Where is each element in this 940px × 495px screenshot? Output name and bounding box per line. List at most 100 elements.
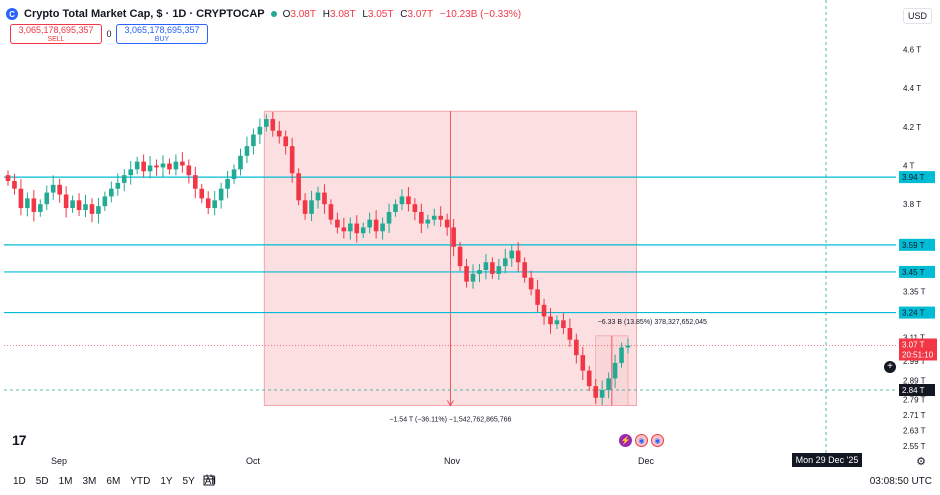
crosshair-date-label: Mon 29 Dec '25 xyxy=(792,453,862,467)
candle-body xyxy=(121,175,127,183)
price-tick-9: 2.79 T xyxy=(903,396,926,405)
candle-body xyxy=(63,194,69,209)
candle-body xyxy=(96,206,101,214)
candle-body xyxy=(257,126,263,135)
candle-body xyxy=(360,227,366,234)
time-tick-3: Dec xyxy=(638,456,655,466)
candle-body xyxy=(115,182,121,189)
candle-body xyxy=(37,204,43,212)
candle-body xyxy=(160,163,166,168)
gear-icon[interactable]: ⚙ xyxy=(916,456,926,468)
measure-arrow-head xyxy=(447,400,454,407)
price-tick-2: 4.2 T xyxy=(903,123,921,132)
candle-body xyxy=(167,163,172,170)
calendar-icon[interactable] xyxy=(203,474,215,486)
utc-clock[interactable]: 03:08:50 UTC xyxy=(869,476,932,487)
range-5d[interactable]: 5D xyxy=(35,476,49,487)
candle-body xyxy=(431,215,437,220)
add-alert-icon[interactable]: + xyxy=(884,361,896,373)
candle-body xyxy=(128,169,134,176)
last-price-countdown: 20:51:10 xyxy=(902,350,934,359)
crosshair-price-bg xyxy=(899,384,935,396)
tradingview-logo[interactable]: 17 xyxy=(12,432,27,448)
range-1m[interactable]: 1M xyxy=(58,476,73,487)
candle-body xyxy=(328,204,334,220)
hline-label-3: 3.24 T xyxy=(902,309,925,318)
candle-body xyxy=(289,146,295,174)
candle-body xyxy=(31,198,37,212)
price-tick-1: 4.4 T xyxy=(903,84,921,93)
measure-main-label: −1.54 T (−36.11%) −1,542,762,865,766 xyxy=(389,416,511,423)
candle-body xyxy=(535,289,540,305)
range-1y[interactable]: 1Y xyxy=(160,476,173,487)
range-1d[interactable]: 1D xyxy=(13,476,26,487)
candle-body xyxy=(606,378,611,390)
price-tick-11: 2.63 T xyxy=(903,427,926,436)
measure-small-label: −6.33 B (13.85%) 378,327,652,045 xyxy=(598,319,707,326)
hline-label-1: 3.59 T xyxy=(902,241,925,250)
candle-body xyxy=(270,119,276,131)
symbol-title[interactable]: Crypto Total Market Cap, $ · 1D · CRYPTO… xyxy=(24,8,265,20)
candle-body xyxy=(496,266,502,274)
candle-body xyxy=(244,146,250,156)
sell-button[interactable]: 3,065,178,695,357 SELL xyxy=(10,24,102,44)
price-tick-7: 2.99 T xyxy=(903,357,926,366)
candle-body xyxy=(347,223,353,232)
us-flag-event-icon-2[interactable]: ◉ xyxy=(651,434,664,447)
candle-body xyxy=(541,304,547,317)
candle-body xyxy=(186,165,192,176)
candle-body xyxy=(315,192,321,201)
candle-body xyxy=(593,386,599,398)
buy-button[interactable]: 3,065,178,695,357 BUY xyxy=(116,24,208,44)
candle-body xyxy=(83,204,88,210)
candle-body xyxy=(5,175,11,181)
candle-body xyxy=(393,204,398,212)
dividend-event-icon[interactable]: ⚡ xyxy=(619,434,632,447)
candle-body xyxy=(335,219,340,228)
last-price-bg xyxy=(899,338,937,361)
range-all[interactable]: All xyxy=(204,476,216,487)
candle-body xyxy=(586,370,592,387)
range-3m[interactable]: 3M xyxy=(82,476,97,487)
change-value: −10.23B (−0.33%) xyxy=(439,8,522,20)
last-price-label: 3.07 T xyxy=(902,340,925,349)
range-5y[interactable]: 5Y xyxy=(182,476,195,487)
candle-body xyxy=(70,200,75,209)
price-tick-12: 2.55 T xyxy=(903,442,926,451)
crypto-cap-icon: C xyxy=(6,8,18,20)
candle-body xyxy=(522,262,527,278)
candle-body xyxy=(502,258,508,267)
candle-body xyxy=(134,161,140,170)
candle-body xyxy=(528,277,534,290)
hline-label-bg-2 xyxy=(899,265,935,278)
price-tick-6: 3.11 T xyxy=(903,334,925,343)
hline-label-2: 3.45 T xyxy=(902,268,925,277)
currency-selector[interactable]: USD xyxy=(902,8,932,24)
price-tick-3: 4 T xyxy=(903,161,915,170)
range-ytd[interactable]: YTD xyxy=(130,476,151,487)
candle-body xyxy=(212,200,217,209)
candle-body xyxy=(147,165,153,172)
ohlc-values: O3.08T H3.08T L3.05T C3.07T −10.23B (−0.… xyxy=(282,8,522,20)
candle-body xyxy=(470,273,476,282)
candle-body xyxy=(373,219,379,232)
range-6m[interactable]: 6M xyxy=(106,476,121,487)
hline-label-0: 3.94 T xyxy=(902,173,925,182)
candle-body xyxy=(574,339,579,356)
candle-body xyxy=(554,320,560,325)
candle-body xyxy=(612,362,618,379)
candle-body xyxy=(57,184,62,195)
candle-body xyxy=(12,180,17,189)
candle-body xyxy=(231,169,237,180)
hline-label-bg-1 xyxy=(899,238,935,251)
candle-body xyxy=(580,355,586,371)
hline-label-bg-3 xyxy=(899,306,935,319)
us-flag-event-icon[interactable]: ◉ xyxy=(635,434,648,447)
candle-body xyxy=(44,192,50,205)
market-status-icon xyxy=(270,11,277,17)
time-tick-0: Sep xyxy=(51,456,67,466)
candle-body xyxy=(296,173,301,201)
candle-body xyxy=(561,320,566,329)
crosshair-price-label: 2.84 T xyxy=(902,386,925,395)
